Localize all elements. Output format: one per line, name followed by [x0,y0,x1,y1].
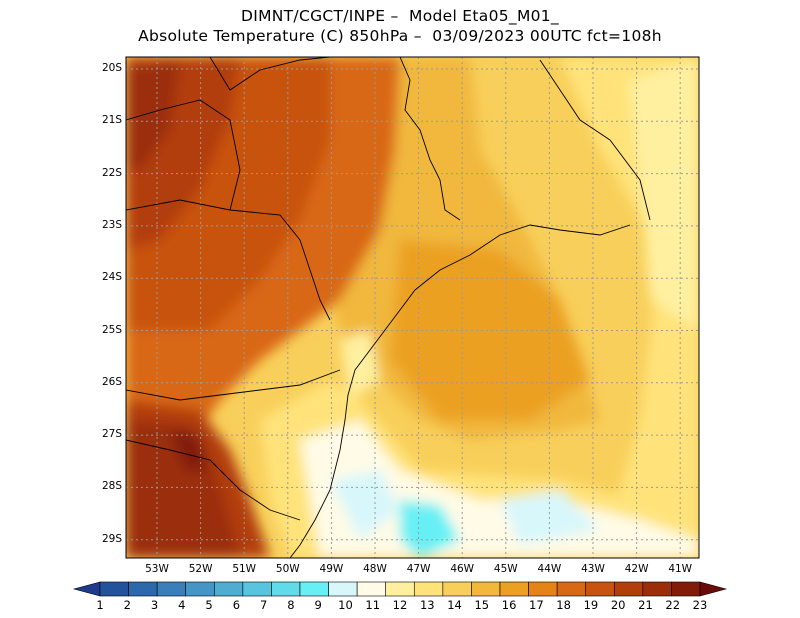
chart-title-line2: Absolute Temperature (C) 850hPa – 03/09/… [138,27,662,45]
lat-label: 23S [101,218,122,231]
lat-label: 20S [101,62,122,74]
lat-label: 22S [101,166,122,179]
lon-label: 41W [668,563,693,575]
colorbar-swatch [156,581,187,597]
colorbar-tick-label: 17 [529,598,544,612]
colorbar-tick-label: 23 [692,598,708,612]
lon-label: 46W [450,563,475,575]
colorbar-swatch [242,581,272,597]
colorbar-swatch [213,581,244,597]
lon-label: 51W [232,563,257,575]
border-pr-sp [126,199,331,321]
chart-title-line1: DIMNT/CGCT/INPE – Model Eta05_M01_ [240,7,559,25]
colorbar-tick-label: 13 [419,598,435,612]
colorbar-swatch [356,581,387,597]
colorbar-swatch [99,581,129,597]
grid-lines [126,57,699,558]
field-orange-deep [390,240,590,420]
colorbar-tick-label: 6 [232,598,241,612]
colorbar-tick-label: 15 [474,598,490,612]
colorbar-tick-label: 8 [287,598,295,612]
lat-label: 26S [101,375,122,388]
border-sc-rs [126,439,301,521]
lon-label: 44W [537,563,562,575]
lon-label: 48W [363,563,387,575]
field-lightcyan-2 [500,490,600,545]
colorbar-swatch [328,581,358,597]
colorbar-swatch [271,581,301,597]
colorbar-tick-label: 12 [392,598,408,612]
colorbar-swatch [385,581,415,597]
field-darkest-sw [170,430,210,470]
lat-label: 21S [101,114,122,127]
colorbar-tick-label: 4 [178,598,186,612]
colorbar-swatch [128,581,158,597]
colorbar-swatch [613,581,644,597]
lon-label: 53W [145,563,169,575]
colorbar-min-arrow [72,581,101,597]
colorbar-swatch [671,581,701,597]
colorbar-tick-label: 9 [314,598,322,612]
temperature-field [126,57,699,558]
colorbar-tick-label: 19 [583,598,599,612]
colorbar-tick-label: 3 [150,598,159,612]
colorbar-swatch [299,581,329,597]
colorbar-tick-label: 10 [338,598,353,612]
lon-label: 42W [624,563,649,575]
map-frame [125,56,700,559]
colorbar-tick-label: 18 [556,598,571,612]
lon-label: 47W [406,563,431,575]
field-pale-coast [340,330,380,400]
field-cyan-1 [400,500,460,558]
colorbar-tick-label: 7 [259,598,268,612]
colorbar-swatch [413,581,444,597]
colorbar-tick-label: 20 [610,598,626,612]
border-rj-mg [539,59,651,221]
colorbar-tick-label: 22 [665,598,681,612]
lat-label: 29S [101,532,122,545]
borders [126,57,651,558]
lon-label: 43W [581,563,605,575]
field-dark-red-nw [126,60,180,170]
colorbar-swatch [471,581,501,597]
colorbar-tick-label: 16 [501,598,517,612]
border-sp-mg [399,57,461,221]
colorbar-tick-label: 14 [447,598,462,612]
lat-label: 27S [101,428,122,441]
coastline [289,224,631,558]
colorbar-swatch [585,581,615,597]
lon-label: 45W [493,563,518,575]
colorbar-tick-label: 11 [365,598,381,612]
lon-label: 49W [319,563,344,575]
lat-label: 25S [101,323,122,336]
colorbar-swatch [528,581,558,597]
colorbar-swatch [442,581,472,597]
colorbar-tick-label: 21 [638,598,653,612]
field-dark-red-sw [126,420,240,558]
lon-label: 52W [188,563,213,575]
colorbar-tick-label: 1 [96,598,104,612]
colorbar-tick-label: 2 [123,598,131,612]
colorbar-swatch [499,581,529,597]
field-pale-yellow-east [630,60,699,330]
lat-label: 24S [101,271,122,284]
border-ms-mg [209,57,331,91]
lon-label: 50W [275,563,300,575]
colorbar-swatch [185,581,215,597]
lat-label: 28S [101,480,122,493]
colorbar-swatch [556,581,587,597]
colorbar-max-arrow [699,581,728,597]
border-ms-pr [126,99,241,211]
colorbar [72,581,728,597]
border-pr-sc [126,369,341,401]
colorbar-swatch [642,581,672,597]
colorbar-tick-label: 5 [205,598,213,612]
field-cream-south [300,420,699,558]
